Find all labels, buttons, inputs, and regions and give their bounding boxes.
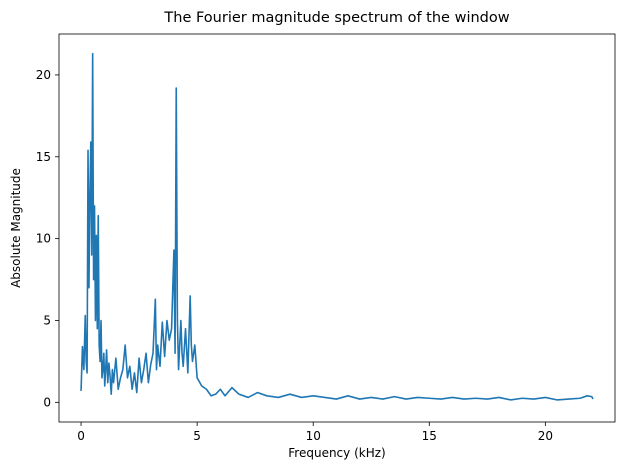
axes-frame <box>58 33 616 423</box>
y-tick-label: 10 <box>36 232 51 246</box>
series-layer <box>80 52 594 401</box>
x-tick-label: 20 <box>538 429 553 443</box>
x-tick-label: 5 <box>193 429 201 443</box>
y-tick-label: 0 <box>43 395 51 409</box>
y-tick-label: 5 <box>43 313 51 327</box>
x-axis-label: Frequency (kHz) <box>288 446 385 460</box>
y-tick-label: 15 <box>36 150 51 164</box>
x-tick-label: 10 <box>306 429 321 443</box>
y-tick-label: 20 <box>36 68 51 82</box>
x-tick-label: 15 <box>422 429 437 443</box>
y-axis-label: Absolute Magnitude <box>9 168 23 288</box>
x-axis-ticks: 0 5 10 15 20 <box>77 422 553 443</box>
chart-title: The Fourier magnitude spectrum of the wi… <box>163 10 509 26</box>
y-axis-ticks: 0 5 10 15 20 <box>36 68 59 409</box>
x-tick-label: 0 <box>77 429 85 443</box>
series-line-0 <box>80 52 594 401</box>
